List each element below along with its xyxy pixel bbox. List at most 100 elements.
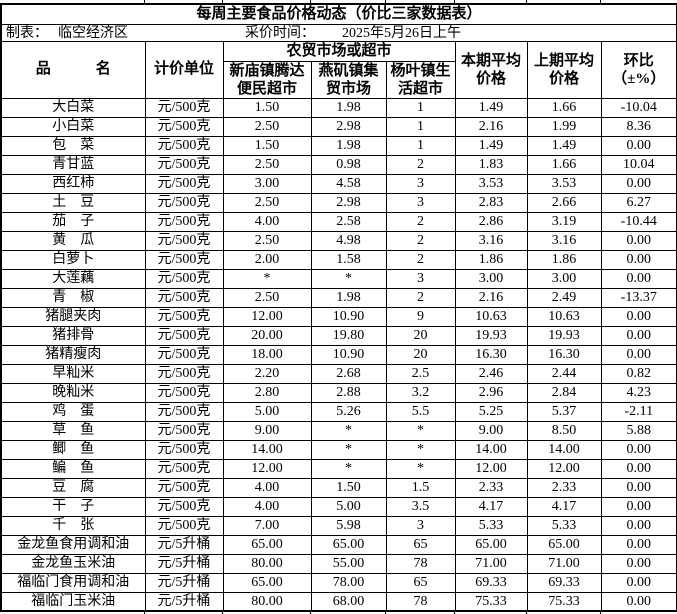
price-yanji-cell: 2.88 <box>310 382 387 403</box>
unit-cell: 元/500克 <box>144 458 224 479</box>
header-row-2: 新庙镇腾达 便民超市 燕矶镇集 贸市场 杨叶镇生 活超市 <box>1 60 677 99</box>
grid-tick <box>454 0 455 3</box>
prev-avg-cell: 3.53 <box>526 173 602 194</box>
current-avg-cell: 3.53 <box>454 173 528 194</box>
prev-avg-cell: 1.66 <box>526 97 602 118</box>
table-row: 金龙鱼食用调和油 元/5升桶 65.00 65.00 65 65.00 65.00 0.00 <box>0 534 677 555</box>
current-avg-cell: 69.33 <box>454 572 528 593</box>
prev-avg-cell: 4.17 <box>526 496 602 517</box>
unit-cell: 元/500克 <box>144 97 224 118</box>
change-cell: 0.00 <box>600 591 677 612</box>
change-cell: 0.00 <box>600 325 677 346</box>
unit-cell: 元/500克 <box>144 477 224 498</box>
unit-cell: 元/500克 <box>144 325 224 346</box>
price-yanji-cell: 5.26 <box>310 401 387 422</box>
product-name-cell: 猪排骨 <box>0 325 146 346</box>
price-yangye-cell: 3 <box>385 173 456 194</box>
prev-avg-cell: 69.33 <box>526 572 602 593</box>
change-cell: 0.00 <box>600 344 677 365</box>
prev-avg-cell: 19.93 <box>526 325 602 346</box>
price-yanji-cell: 4.58 <box>310 173 387 194</box>
price-yangye-cell: 3.2 <box>385 382 456 403</box>
table-row: 茄 子元/500克 4.00 2.58 2 2.86 3.19 -10.44 <box>0 211 677 232</box>
current-avg-cell: 2.96 <box>454 382 528 403</box>
current-avg-cell: 19.93 <box>454 325 528 346</box>
product-name-cell: 黄 瓜 <box>0 230 146 251</box>
price-yangye-cell: * <box>385 420 456 441</box>
price-xinmiao-cell: 3.00 <box>222 173 312 194</box>
price-yangye-cell: 78 <box>385 553 456 574</box>
price-yangye-cell: 9 <box>385 306 456 327</box>
price-xinmiao-cell: 65.00 <box>222 572 312 593</box>
price-xinmiao-cell: 2.50 <box>222 192 312 213</box>
change-cell: 0.00 <box>600 230 677 251</box>
product-name-cell: 青甘蓝 <box>0 154 146 175</box>
grid-tick <box>385 610 386 614</box>
change-cell: 0.00 <box>600 496 677 517</box>
header-current-avg: 本期平均 价格 <box>454 40 528 99</box>
change-cell: 5.88 <box>600 420 677 441</box>
table-row: 猪腿夹肉 元/500克 12.00 10.90 9 10.63 10.63 0.00 <box>0 306 677 327</box>
header-prev-avg: 上期平均 价格 <box>526 40 602 99</box>
product-name-cell: 包 菜 <box>0 135 146 156</box>
current-avg-cell: 14.00 <box>454 439 528 460</box>
grid-tick <box>144 610 145 614</box>
price-xinmiao-cell: 2.80 <box>222 382 312 403</box>
product-name-cell: 土 豆 <box>0 192 146 213</box>
change-cell: -10.04 <box>600 97 677 118</box>
price-yanji-cell: 10.90 <box>310 306 387 327</box>
unit-cell: 元/500克 <box>144 420 224 441</box>
table-row: 豆 腐元/500克 4.00 1.50 1.5 2.33 2.33 0.00 <box>0 477 677 498</box>
grid-tick <box>222 0 223 3</box>
page-title: 每周主要食品价格动态（价比三家数据表） <box>0 3 677 25</box>
maker-label: 制表： <box>6 25 48 41</box>
unit-cell: 元/500克 <box>144 268 224 289</box>
price-yangye-cell: 3 <box>385 192 456 213</box>
price-table: 每周主要食品价格动态（价比三家数据表） 制表： 临空经济区 采价时间： 2025… <box>0 3 677 612</box>
table-row: 鳊 鱼元/500克 12.00 * * 12.00 12.00 0.00 <box>0 458 677 479</box>
product-name-cell: 西红柿 <box>0 173 146 194</box>
product-name-cell: 大白菜 <box>0 97 146 118</box>
product-name-cell: 鲫 鱼 <box>0 439 146 460</box>
change-cell: 6.27 <box>600 192 677 213</box>
header-unit: 计价单位 <box>144 40 224 99</box>
prev-avg-cell: 14.00 <box>526 439 602 460</box>
change-cell: 0.00 <box>600 135 677 156</box>
prev-avg-cell: 2.49 <box>526 287 602 308</box>
table-row: 大白菜 元/500克 1.50 1.98 1 1.49 1.66 -10.04 <box>0 97 677 118</box>
unit-cell: 元/500克 <box>144 496 224 517</box>
price-yanji-cell: 2.98 <box>310 192 387 213</box>
table-row: 白萝卜 元/500克 2.00 1.58 2 1.86 1.86 0.00 <box>0 249 677 270</box>
price-yangye-cell: * <box>385 439 456 460</box>
change-cell: 0.00 <box>600 477 677 498</box>
price-yanji-cell: 55.00 <box>310 553 387 574</box>
price-yangye-cell: 1 <box>385 135 456 156</box>
prev-avg-cell: 1.86 <box>526 249 602 270</box>
price-yangye-cell: 2.5 <box>385 363 456 384</box>
current-avg-cell: 2.83 <box>454 192 528 213</box>
product-name-cell: 千 张 <box>0 515 146 536</box>
price-yangye-cell: * <box>385 458 456 479</box>
price-xinmiao-cell: 4.00 <box>222 477 312 498</box>
product-name-cell: 猪腿夹肉 <box>0 306 146 327</box>
product-name-cell: 干 子 <box>0 496 146 517</box>
grid-tick <box>454 610 455 614</box>
price-xinmiao-cell: 80.00 <box>222 591 312 612</box>
product-name-cell: 早籼米 <box>0 363 146 384</box>
price-yanji-cell: 65.00 <box>310 534 387 555</box>
price-yangye-cell: 20 <box>385 344 456 365</box>
product-name-cell: 晚籼米 <box>0 382 146 403</box>
product-name-cell: 鸡 蛋 <box>0 401 146 422</box>
table-row: 鲫 鱼元/500克 14.00 * * 14.00 14.00 0.00 <box>0 439 677 460</box>
current-avg-cell: 65.00 <box>454 534 528 555</box>
price-xinmiao-cell: 4.00 <box>222 496 312 517</box>
table-row: 福临门食用调和油 元/5升桶 65.00 78.00 65 69.33 69.33 0.00 <box>0 572 677 593</box>
product-name-cell: 鳊 鱼 <box>0 458 146 479</box>
prev-avg-cell: 5.33 <box>526 515 602 536</box>
prev-avg-cell: 75.33 <box>526 591 602 612</box>
grid-tick <box>526 610 527 614</box>
price-xinmiao-cell: 2.50 <box>222 287 312 308</box>
table-row: 晚籼米 元/500克 2.80 2.88 3.2 2.96 2.84 4.23 <box>0 382 677 403</box>
change-cell: 0.00 <box>600 306 677 327</box>
price-xinmiao-cell: 9.00 <box>222 420 312 441</box>
